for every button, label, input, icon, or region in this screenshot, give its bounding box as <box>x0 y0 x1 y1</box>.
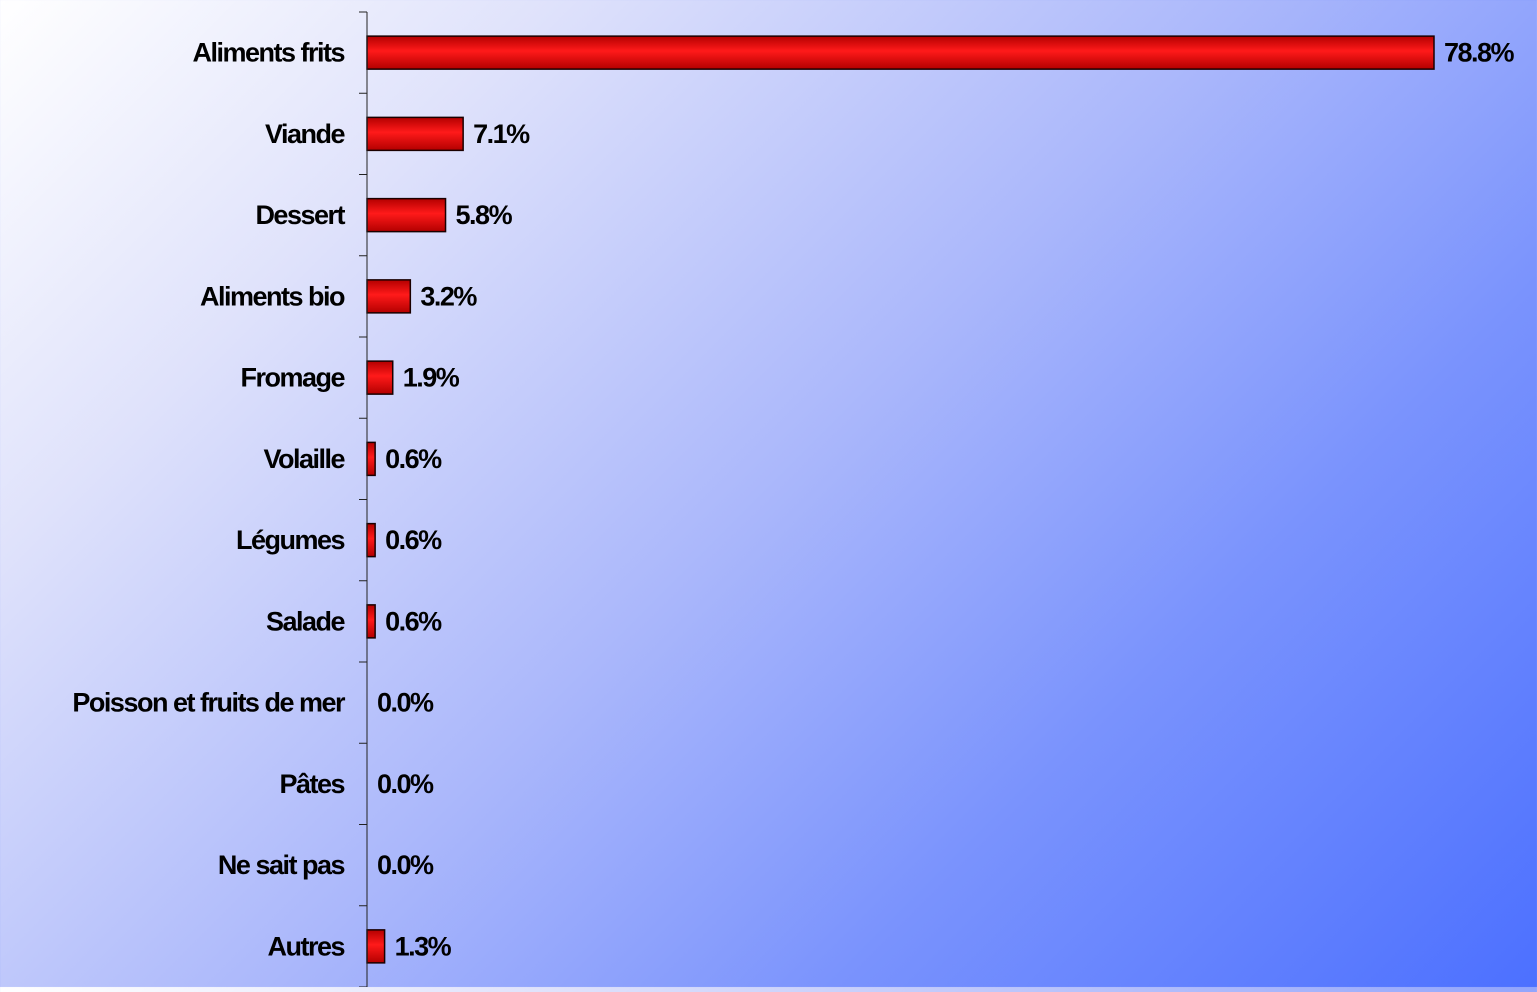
category-label: Viande <box>265 119 346 149</box>
bar-11 <box>366 929 386 964</box>
bar-4 <box>366 360 394 395</box>
category-label: Légumes <box>236 525 345 555</box>
value-label: 0.0% <box>377 688 434 718</box>
category-labels: Aliments frits Viande Dessert Aliments bio F… <box>72 38 347 962</box>
category-label: Pâtes <box>279 769 344 799</box>
value-label: 0.6% <box>385 606 442 636</box>
bar-5 <box>366 441 376 477</box>
category-label: Volaille <box>263 444 345 474</box>
category-label: Aliments frits <box>192 38 344 68</box>
value-label: 7.1% <box>473 119 530 149</box>
value-label: 0.6% <box>385 525 442 555</box>
value-label: 3.2% <box>420 281 477 311</box>
bar-0 <box>366 35 1435 70</box>
category-label: Dessert <box>255 200 345 230</box>
category-label: Poisson et fruits de mer <box>72 688 346 718</box>
value-label: 78.8% <box>1444 38 1515 68</box>
category-label: Salade <box>266 606 346 636</box>
bar-7 <box>366 604 376 639</box>
value-label: 0.0% <box>377 850 434 880</box>
bar-3 <box>366 279 412 314</box>
bars-layer <box>366 35 1435 964</box>
bar-1 <box>366 116 464 152</box>
category-label: Fromage <box>240 363 345 393</box>
category-label: Autres <box>267 931 344 961</box>
value-label: 5.8% <box>456 200 513 230</box>
category-label: Aliments bio <box>200 281 345 311</box>
y-axis <box>359 11 368 988</box>
category-label: Ne sait pas <box>218 850 345 880</box>
bar-2 <box>366 197 447 233</box>
value-labels: 78.8% 7.1% 5.8% 3.2% 1.9% 0.6% 0.6% 0.6% 0.0% 0.0… <box>377 38 1516 962</box>
value-label: 1.9% <box>403 363 460 393</box>
value-label: 0.6% <box>385 444 442 474</box>
value-label: 1.3% <box>395 931 452 961</box>
value-label: 0.0% <box>377 769 434 799</box>
bar-6 <box>366 522 376 558</box>
